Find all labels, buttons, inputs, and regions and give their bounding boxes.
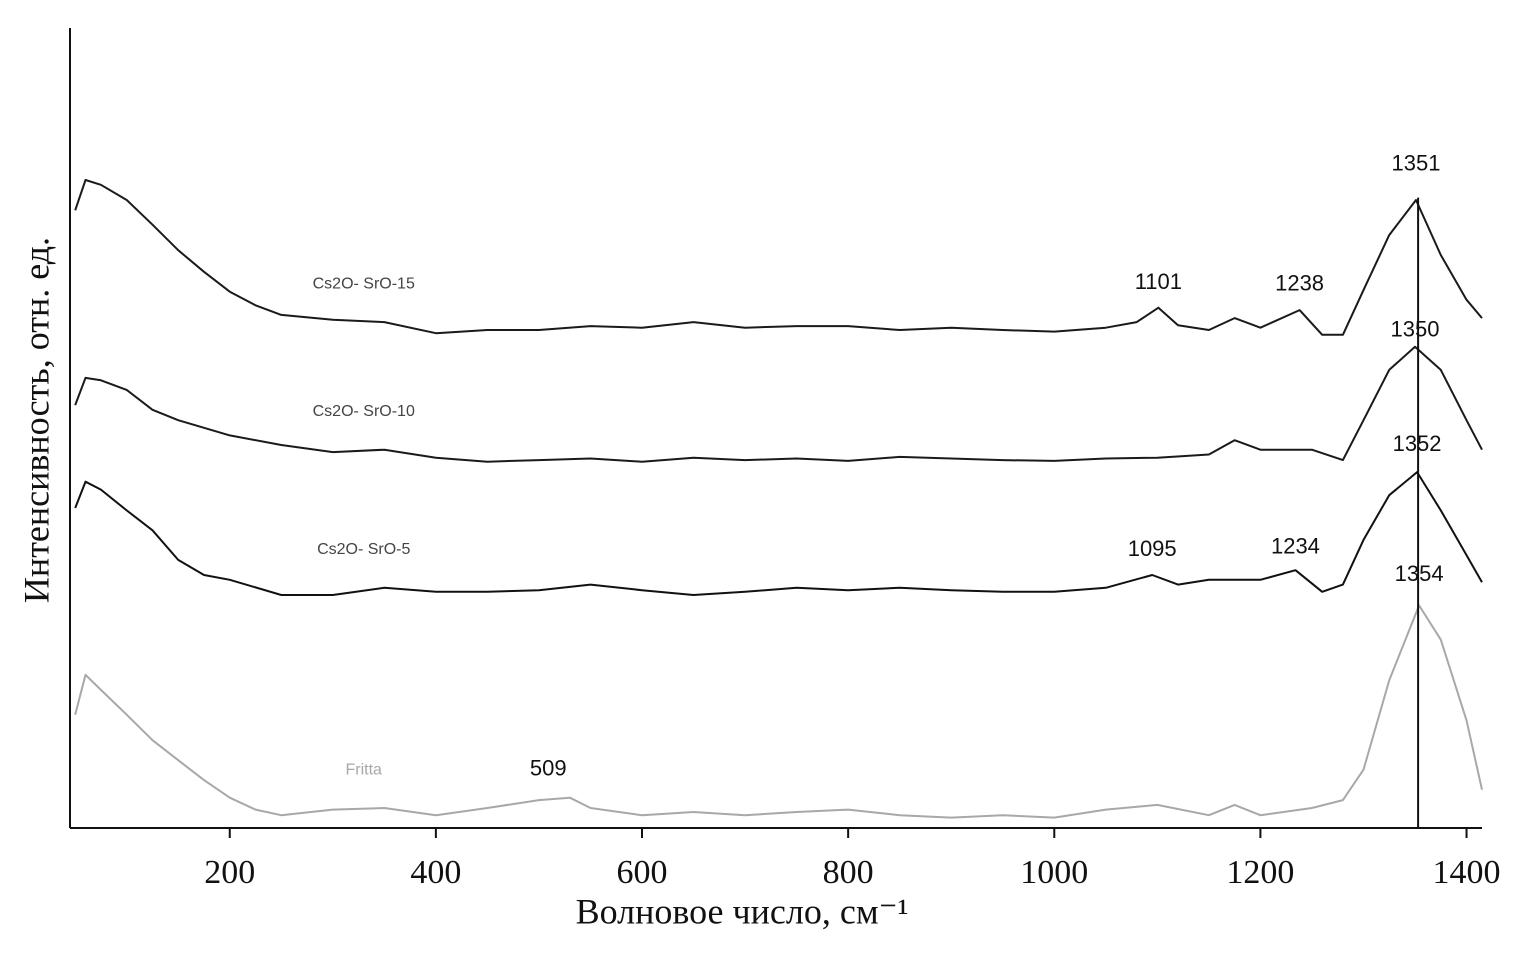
peak-label: 1095 <box>1128 536 1177 561</box>
x-tick-label: 600 <box>617 854 668 891</box>
peak-label: 1352 <box>1393 431 1442 456</box>
x-tick-label: 1200 <box>1226 854 1294 891</box>
peak-label: 1234 <box>1271 534 1320 559</box>
spectrum-line <box>74 179 1483 336</box>
peak-label: 1351 <box>1392 151 1441 176</box>
spectrum-line <box>74 345 1483 463</box>
peak-label: 1238 <box>1275 270 1324 295</box>
peak-label: 509 <box>530 756 567 781</box>
series-label: Cs2O- SrO-5 <box>317 541 410 558</box>
spectrum-line <box>74 604 1483 819</box>
series-label: Cs2O- SrO-10 <box>313 403 415 420</box>
x-tick-label: 800 <box>823 854 874 891</box>
x-tick-label: 400 <box>410 854 461 891</box>
peak-label: 1354 <box>1395 561 1444 586</box>
y-axis-title: Интенсивность, отн. ед. <box>16 237 56 603</box>
peak-label: 1350 <box>1391 317 1440 342</box>
x-tick-label: 1000 <box>1020 854 1088 891</box>
series-label: Cs2O- SrO-15 <box>313 275 415 292</box>
series-label: Fritta <box>346 761 383 778</box>
x-tick-label: 1400 <box>1433 854 1501 891</box>
x-tick-label: 200 <box>204 854 255 891</box>
x-axis-title: Волновое число, см⁻¹ <box>576 891 909 931</box>
peak-label: 1101 <box>1135 269 1182 294</box>
spectrum-line <box>74 471 1483 596</box>
